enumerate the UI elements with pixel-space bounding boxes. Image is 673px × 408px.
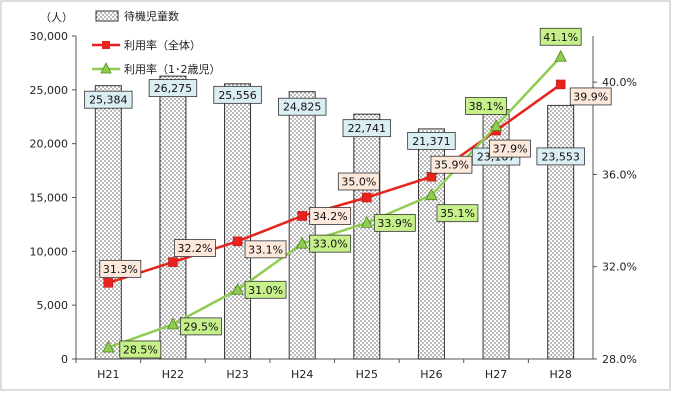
bar-value-label: 22,741 <box>348 122 387 135</box>
x-tick-label: H23 <box>226 368 248 381</box>
usage-rate-age1-2-point <box>102 340 115 353</box>
bar-value-label-box <box>342 119 392 138</box>
usage-rate-total-point <box>555 79 566 90</box>
usage-rate-age1-2-point <box>554 49 567 62</box>
usage-rate-total-label-box <box>309 207 352 225</box>
y-left-tick-label: 25,000 <box>30 84 69 97</box>
usage-rate-age1-2-label-box <box>180 317 222 336</box>
bar-value-label-box <box>536 147 585 166</box>
y-right-tick-label: 36.0% <box>602 168 637 181</box>
bar-waiting-children <box>224 83 252 360</box>
usage-rate-age1-2-label-box <box>244 280 287 299</box>
usage-rate-age1-2-label: 31.0% <box>248 284 283 297</box>
usage-rate-total-label-box <box>430 155 473 174</box>
usage-rate-age1-2-point <box>231 282 244 295</box>
bar-value-label: 23,553 <box>541 150 580 163</box>
y-left-tick-label: 15,000 <box>30 192 69 205</box>
usage-rate-total-point <box>103 278 114 288</box>
usage-rate-total-point <box>362 192 372 203</box>
bar-value-label-box <box>148 79 198 98</box>
usage-rate-age1-2-point <box>360 216 373 228</box>
usage-rate-total-label-box <box>99 259 142 278</box>
bar-value-label: 25,384 <box>89 94 128 107</box>
legend-label-total: 利用率（全体） <box>124 38 201 52</box>
usage-rate-total-point <box>168 257 178 267</box>
usage-rate-age1-2-label: 38.1% <box>469 100 504 113</box>
y-left-unit-label: （人） <box>40 11 73 24</box>
usage-rate-total-label: 33.1% <box>248 243 283 256</box>
usage-rate-total-label: 35.9% <box>434 159 469 172</box>
usage-rate-age1-2-point <box>296 236 309 249</box>
legend-label-bars: 待機児童数 <box>124 9 179 23</box>
usage-rate-age1-2-label-box <box>119 340 162 359</box>
legend-marker-total <box>102 41 110 49</box>
usage-rate-age1-2-point <box>425 188 438 201</box>
y-left-tick-label: 5,000 <box>37 299 69 312</box>
bar-waiting-children <box>288 91 316 360</box>
y-left-tick-label: 10,000 <box>30 245 69 258</box>
bar-waiting-children <box>159 75 187 360</box>
y-left-tick-label: 30,000 <box>30 30 69 43</box>
bar-value-label: 25,556 <box>218 89 257 102</box>
bar-value-label-box <box>84 90 133 109</box>
y-right-tick-label: 28.0% <box>602 353 637 366</box>
usage-rate-total-label: 34.2% <box>313 210 348 223</box>
x-tick-label: H22 <box>162 368 184 381</box>
usage-rate-age1-2-label: 33.9% <box>377 217 412 230</box>
usage-rate-total-label-box <box>489 139 531 158</box>
bar-value-label-box <box>213 85 262 104</box>
chart-border <box>0 0 671 391</box>
x-tick-label: H26 <box>420 368 442 381</box>
y-right-tick-label: 32.0% <box>602 261 637 274</box>
usage-rate-age1-2-label-box <box>373 213 416 232</box>
usage-rate-age1-2-label: 29.5% <box>183 320 218 333</box>
usage-rate-total-label: 32.2% <box>177 242 212 255</box>
bar-waiting-children <box>94 85 122 360</box>
usage-rate-total-label-box <box>244 240 287 259</box>
bar-value-label: 21,371 <box>412 135 451 148</box>
y-right-tick-label: 40.0% <box>602 76 637 89</box>
usage-rate-total-label: 31.3% <box>103 263 138 276</box>
usage-rate-total-point <box>297 211 307 221</box>
usage-rate-age1-2-label-box <box>436 204 479 223</box>
usage-rate-total-label: 35.0% <box>341 176 376 189</box>
usage-rate-total-label: 39.9% <box>573 90 608 103</box>
bar-waiting-children <box>547 104 575 360</box>
bar-value-label: 26,275 <box>154 82 193 95</box>
bar-waiting-children <box>353 113 381 360</box>
x-tick-label: H28 <box>550 368 572 381</box>
x-tick-label: H24 <box>291 368 313 381</box>
legend-label-age1-2: 利用率（1･2歳児） <box>124 62 221 76</box>
usage-rate-age1-2-point <box>489 119 503 131</box>
usage-rate-total-point <box>232 236 243 247</box>
bar-value-label: 24,825 <box>283 101 322 114</box>
y-left-tick-label: 20,000 <box>30 138 69 151</box>
legend-swatch-bars <box>95 10 119 22</box>
usage-rate-age1-2-label: 41.1% <box>543 31 578 44</box>
usage-rate-age1-2-label: 33.0% <box>313 238 348 251</box>
usage-rate-total-label-box <box>569 87 612 106</box>
usage-rate-total-label-box <box>174 239 216 258</box>
usage-rate-age1-2-label: 35.1% <box>440 207 475 220</box>
usage-rate-age1-2-point <box>166 317 180 330</box>
usage-rate-age1-2-label-box <box>465 97 507 115</box>
usage-rate-age1-2-label: 28.5% <box>123 343 158 356</box>
usage-rate-total-label-box <box>337 172 380 191</box>
bar-value-label-box <box>277 97 327 116</box>
bar-value-label-box <box>407 132 456 150</box>
usage-rate-total-label: 37.9% <box>493 143 528 156</box>
x-tick-label: H27 <box>485 368 507 381</box>
x-tick-label: H21 <box>97 368 119 381</box>
usage-rate-age1-2-label-box <box>309 234 352 253</box>
legend-marker-age1-2 <box>100 62 112 74</box>
usage-rate-age1-2-label-box <box>539 27 582 46</box>
x-tick-label: H25 <box>356 368 378 381</box>
y-left-tick-label: 0 <box>61 353 68 366</box>
